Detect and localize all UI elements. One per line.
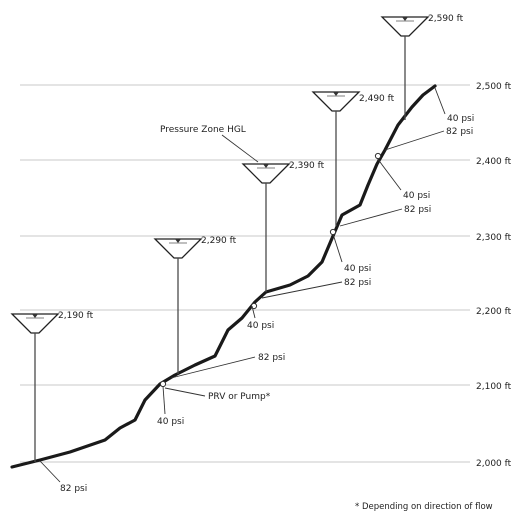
elevation-label-2400: 2,400 ft bbox=[476, 157, 512, 167]
zone-marker-3 bbox=[329, 228, 337, 236]
pressure-label-40-c: 40 psi bbox=[344, 264, 371, 274]
pressure-labels: 82 psi 40 psi 82 psi 40 psi 82 psi 40 ps… bbox=[60, 114, 474, 494]
ground-profile-line bbox=[10, 84, 437, 469]
valve-annotation: PRV or Pump* bbox=[208, 392, 271, 402]
tank-icon bbox=[311, 91, 361, 112]
pressure-label-40-d: 40 psi bbox=[403, 191, 430, 201]
leader-82-a bbox=[39, 460, 61, 483]
elevation-label-2500: 2,500 ft bbox=[476, 82, 512, 92]
pressure-label-82-c: 82 psi bbox=[344, 278, 371, 288]
leader-40-a bbox=[162, 385, 166, 415]
pressure-label-40-e: 40 psi bbox=[447, 114, 474, 124]
zone-marker-1 bbox=[159, 380, 167, 388]
hgl-annotation: Pressure Zone HGL bbox=[160, 125, 246, 135]
tank-elevation-label: 2,390 ft bbox=[289, 161, 325, 171]
elevation-label-2300: 2,300 ft bbox=[476, 233, 512, 243]
leader-82-c bbox=[261, 281, 343, 299]
pressure-label-82-b: 82 psi bbox=[258, 353, 285, 363]
pressure-leader-lines bbox=[39, 87, 446, 483]
leader-40-c bbox=[332, 233, 343, 263]
pressure-label-40-a: 40 psi bbox=[157, 417, 184, 427]
leader-hgl bbox=[221, 134, 259, 163]
elevation-label-2200: 2,200 ft bbox=[476, 307, 512, 317]
water-level-marker-icon bbox=[175, 239, 181, 243]
leader-valve bbox=[164, 387, 206, 397]
tank-icon bbox=[10, 313, 60, 334]
leader-40-b bbox=[251, 305, 256, 319]
tank-icon bbox=[241, 163, 291, 184]
pressure-label-82-e: 82 psi bbox=[446, 127, 473, 137]
tank-icon bbox=[380, 16, 430, 37]
tank-1: 2,190 ft bbox=[10, 311, 94, 462]
tank-3: 2,390 ft bbox=[241, 161, 325, 292]
elevation-gridlines bbox=[20, 84, 470, 463]
pressure-label-82-d: 82 psi bbox=[404, 205, 431, 215]
leader-82-d bbox=[339, 208, 403, 227]
leader-40-e bbox=[434, 87, 446, 115]
zone-marker-4 bbox=[374, 152, 382, 160]
elevation-labels: 2,500 ft 2,400 ft 2,300 ft 2,200 ft 2,10… bbox=[476, 82, 512, 469]
elevation-label-2100: 2,100 ft bbox=[476, 382, 512, 392]
tank-elevation-label: 2,290 ft bbox=[201, 236, 237, 246]
tank-5: 2,590 ft bbox=[380, 14, 464, 120]
pressure-label-40-b: 40 psi bbox=[247, 321, 274, 331]
elevation-label-2000: 2,000 ft bbox=[476, 459, 512, 469]
leader-82-e bbox=[384, 130, 445, 151]
tank-4: 2,490 ft bbox=[311, 91, 395, 226]
tank-elevation-label: 2,490 ft bbox=[359, 94, 395, 104]
tank-icon bbox=[153, 238, 203, 259]
water-level-marker-icon bbox=[333, 92, 339, 96]
water-level-marker-icon bbox=[32, 314, 38, 318]
leader-82-b bbox=[170, 356, 256, 379]
tank-2: 2,290 ft bbox=[153, 236, 237, 374]
footnote: * Depending on direction of flow bbox=[355, 502, 493, 512]
leader-40-d bbox=[376, 157, 402, 191]
water-level-marker-icon bbox=[263, 164, 269, 168]
tank-elevation-label: 2,190 ft bbox=[58, 311, 94, 321]
pressure-label-82-a: 82 psi bbox=[60, 484, 87, 494]
water-level-marker-icon bbox=[402, 17, 408, 21]
tank-elevation-label: 2,590 ft bbox=[428, 14, 464, 24]
